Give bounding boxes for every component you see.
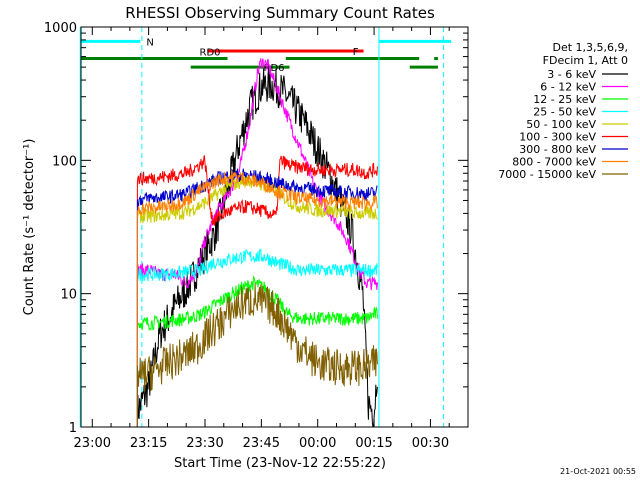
legend-label-5: 100 - 300 keV bbox=[519, 131, 596, 144]
series-line-8 bbox=[136, 283, 378, 427]
series-line-7 bbox=[136, 170, 378, 427]
footer-timestamp: 21-Oct-2021 00:55 bbox=[560, 467, 636, 476]
x-tick-label-5: 00:15 bbox=[355, 436, 392, 451]
flag-label-rd0: RD0 bbox=[200, 48, 221, 59]
series-line-3 bbox=[136, 248, 378, 427]
legend-label-3: 25 - 50 keV bbox=[533, 106, 596, 119]
legend-label-2: 12 - 25 keV bbox=[533, 93, 596, 106]
x-tick-label-2: 23:30 bbox=[186, 436, 223, 451]
y-tick-label-0: 1 bbox=[69, 421, 77, 436]
x-axis-label: Start Time (23-Nov-12 22:55:22) bbox=[174, 456, 386, 471]
time-markers bbox=[79, 27, 445, 427]
legend-header-1: Det 1,3,5,6,9, bbox=[552, 41, 628, 54]
legend-label-1: 6 - 12 keV bbox=[540, 81, 596, 94]
legend-label-7: 800 - 7000 keV bbox=[512, 156, 596, 169]
x-tick-label-4: 00:00 bbox=[299, 436, 336, 451]
legend: Det 1,3,5,6,9, FDecim 1, Att 0 3 - 6 keV… bbox=[498, 41, 628, 181]
series-line-5 bbox=[136, 155, 378, 427]
flag-label-rd6: RD6 bbox=[264, 63, 285, 74]
flag-label-n: N bbox=[146, 37, 153, 48]
series-group bbox=[136, 58, 378, 428]
legend-label-4: 50 - 100 keV bbox=[526, 118, 596, 131]
series-line-2 bbox=[136, 275, 378, 427]
flag-bars: N F RD0 RD6 bbox=[80, 37, 452, 74]
y-axis-label: Count Rate (s⁻¹ detector⁻¹) bbox=[22, 139, 37, 316]
x-tick-label-6: 00:30 bbox=[412, 436, 449, 451]
ticks: 23:00 23:15 23:30 23:45 00:00 00:15 00:30 1 10 10… bbox=[44, 21, 469, 451]
axes bbox=[80, 26, 469, 428]
plot-frame bbox=[80, 26, 469, 428]
y-tick-label-2: 100 bbox=[52, 154, 77, 169]
x-tick-label-0: 23:00 bbox=[74, 436, 111, 451]
flag-label-f: F bbox=[353, 47, 359, 58]
series-line-6 bbox=[136, 168, 378, 427]
legend-header-2: FDecim 1, Att 0 bbox=[543, 54, 628, 67]
chart-title: RHESSI Observing Summary Count Rates bbox=[125, 4, 435, 22]
y-tick-label-3: 1000 bbox=[44, 21, 77, 36]
x-tick-label-1: 23:15 bbox=[130, 436, 167, 451]
legend-label-6: 300 - 800 keV bbox=[519, 143, 596, 156]
legend-label-8: 7000 - 15000 keV bbox=[498, 168, 596, 181]
x-tick-label-3: 23:45 bbox=[243, 436, 280, 451]
y-tick-label-1: 10 bbox=[60, 288, 77, 303]
legend-label-0: 3 - 6 keV bbox=[547, 68, 596, 81]
